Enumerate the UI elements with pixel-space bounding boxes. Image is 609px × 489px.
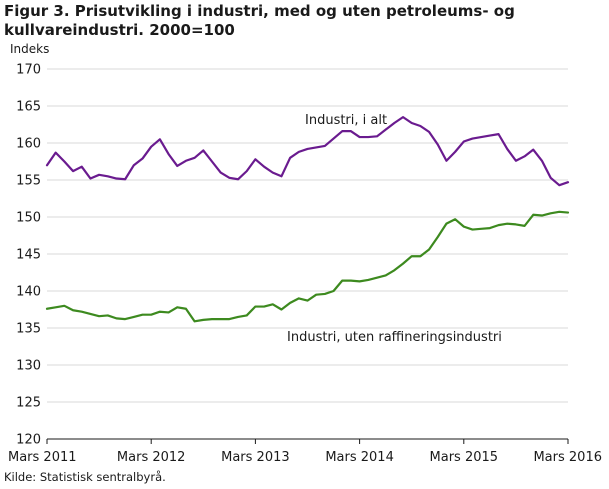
y-tick-label: 120 — [16, 433, 41, 448]
x-tick-label: Mars 2015 — [430, 450, 499, 465]
y-tick-label: 150 — [16, 211, 41, 226]
x-tick-label: Mars 2013 — [221, 450, 290, 465]
y-axis-label: Indeks — [10, 42, 49, 56]
annotation-industri-i-alt: Industri, i alt — [305, 113, 387, 128]
x-axis: Mars 2011 Mars 2012 Mars 2013 Mars 2014 Mars… — [8, 438, 602, 465]
x-tick-label: Mars 2012 — [117, 450, 186, 465]
x-tick-label: Mars 2014 — [325, 450, 394, 465]
x-tick-label: Mars 2011 — [8, 450, 77, 465]
series-lines — [45, 115, 570, 323]
y-tick-label: 140 — [16, 285, 41, 300]
grid-lines — [47, 68, 568, 403]
y-tick-label: 130 — [16, 359, 41, 374]
y-tick-label: 145 — [16, 248, 41, 263]
series-line-1 — [45, 115, 570, 187]
y-axis-ticks: 120 125 130 135 140 145 150 155 160 165 170 — [16, 63, 41, 448]
source-note: Kilde: Statistisk sentralbyrå. — [4, 470, 166, 484]
annotation-industri-uten-raffinering: Industri, uten raffineringsindustri — [287, 330, 502, 345]
x-tick-label: Mars 2016 — [533, 450, 602, 465]
series-line-2 — [45, 210, 570, 323]
y-tick-label: 170 — [16, 63, 41, 78]
y-tick-label: 125 — [16, 396, 41, 411]
y-tick-label: 155 — [16, 174, 41, 189]
y-tick-label: 165 — [16, 100, 41, 115]
chart-title: Figur 3. Prisutvikling i industri, med o… — [4, 2, 515, 39]
y-tick-label: 160 — [16, 137, 41, 152]
y-tick-label: 135 — [16, 322, 41, 337]
